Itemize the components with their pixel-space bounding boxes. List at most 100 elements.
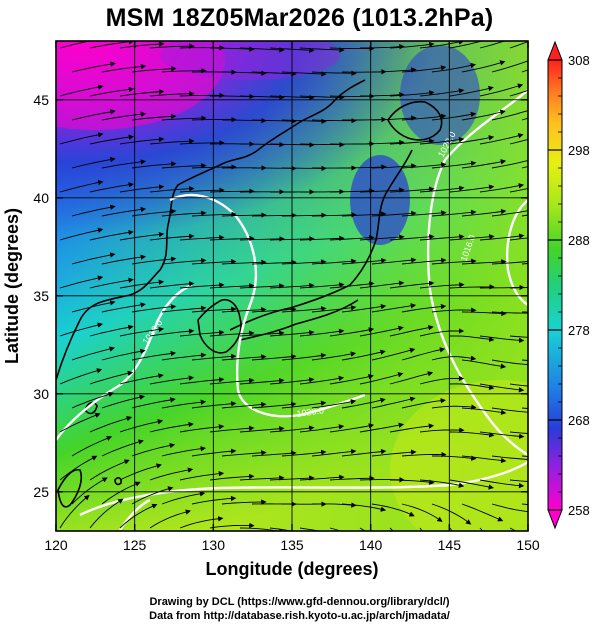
streamline xyxy=(149,138,195,145)
streamline xyxy=(191,448,237,457)
streamline xyxy=(281,118,327,124)
streamline xyxy=(161,162,207,169)
streamline xyxy=(131,208,177,217)
colorbar-tick-label: 268 xyxy=(568,413,590,428)
streamline xyxy=(89,134,135,145)
streamline xyxy=(509,287,528,289)
streamline xyxy=(269,377,315,385)
streamline xyxy=(89,182,134,193)
streamline xyxy=(311,448,357,457)
streamline xyxy=(449,135,495,145)
streamline xyxy=(101,302,146,313)
streamline xyxy=(329,527,342,531)
streamline xyxy=(509,188,528,193)
streamline xyxy=(389,186,435,193)
streamline xyxy=(251,212,297,219)
streamline xyxy=(239,475,285,481)
streamline xyxy=(89,370,134,385)
streamline xyxy=(221,450,267,457)
x-tick-label: 140 xyxy=(359,537,383,553)
streamline xyxy=(299,235,345,242)
streamline xyxy=(359,280,405,289)
colorbar-tick-label: 298 xyxy=(568,143,590,158)
streamline xyxy=(389,234,435,241)
streamline xyxy=(419,282,465,289)
streamline xyxy=(389,479,435,485)
streamline xyxy=(281,449,327,457)
streamline xyxy=(491,311,528,314)
streamline xyxy=(389,41,435,49)
map-title: MSM 18Z05Mar2026 (1013.2hPa) xyxy=(105,4,494,32)
streamline xyxy=(149,467,194,481)
streamline xyxy=(371,257,417,265)
streamline xyxy=(449,85,494,97)
streamline xyxy=(251,306,297,313)
streamline xyxy=(239,94,285,101)
streamline xyxy=(329,327,375,337)
streamline xyxy=(479,431,525,439)
streamline xyxy=(491,60,528,73)
streamline xyxy=(239,330,285,337)
y-tick-label: 45 xyxy=(33,92,49,108)
y-tick-label: 40 xyxy=(33,190,49,206)
streamline xyxy=(359,234,405,241)
streamline xyxy=(371,303,417,313)
streamline xyxy=(71,252,116,265)
streamline xyxy=(491,160,528,169)
lat-lon-grid xyxy=(56,41,528,531)
streamline xyxy=(149,186,195,193)
streamline xyxy=(371,67,417,73)
streamline xyxy=(119,373,164,385)
streamline xyxy=(491,359,528,366)
streamline xyxy=(341,303,387,313)
streamline xyxy=(179,92,225,99)
streamline xyxy=(131,161,177,169)
streamline xyxy=(461,159,507,169)
streamline xyxy=(119,231,165,241)
streamline xyxy=(431,404,477,410)
streamline xyxy=(461,503,504,522)
streamline xyxy=(359,139,405,146)
streamline xyxy=(119,326,165,337)
streamline xyxy=(281,71,327,77)
streamline xyxy=(89,459,130,481)
streamline xyxy=(59,275,104,289)
streamline xyxy=(371,347,416,361)
streamline xyxy=(101,159,147,169)
streamline xyxy=(359,92,405,98)
streamline xyxy=(299,527,322,531)
streamline xyxy=(131,486,174,505)
streamline xyxy=(161,399,207,409)
colorbar-tick-label: 308 xyxy=(568,53,590,68)
streamline xyxy=(161,67,207,74)
streamline xyxy=(269,475,315,481)
y-tick-label: 35 xyxy=(33,288,49,304)
streamline xyxy=(71,477,108,505)
colorbar: 258 268 278 288 298 308 xyxy=(547,40,590,530)
streamline xyxy=(329,475,375,481)
streamline xyxy=(179,329,225,337)
streamline xyxy=(209,377,255,385)
streamline xyxy=(311,118,357,124)
streamline xyxy=(149,509,192,529)
streamline xyxy=(191,495,237,505)
streamline xyxy=(419,479,465,488)
streamline xyxy=(461,259,507,265)
credit-data: Data from http://database.rish.kyoto-u.a… xyxy=(149,610,450,622)
streamline xyxy=(432,455,477,461)
streamline xyxy=(401,113,447,121)
credit-drawing: Drawing by DCL (https://www.gfd-dennou.o… xyxy=(149,596,450,608)
streamline xyxy=(479,335,525,344)
streamline xyxy=(509,383,528,387)
streamline xyxy=(401,65,447,73)
streamline xyxy=(491,455,528,460)
x-tick-label: 145 xyxy=(438,537,462,553)
streamline xyxy=(461,60,506,73)
streamline xyxy=(299,282,345,289)
streamline xyxy=(59,412,101,433)
streamline xyxy=(491,503,528,513)
x-tick-label: 120 xyxy=(44,537,68,553)
streamline xyxy=(401,257,447,265)
streamline xyxy=(131,66,177,73)
streamline xyxy=(149,90,195,97)
